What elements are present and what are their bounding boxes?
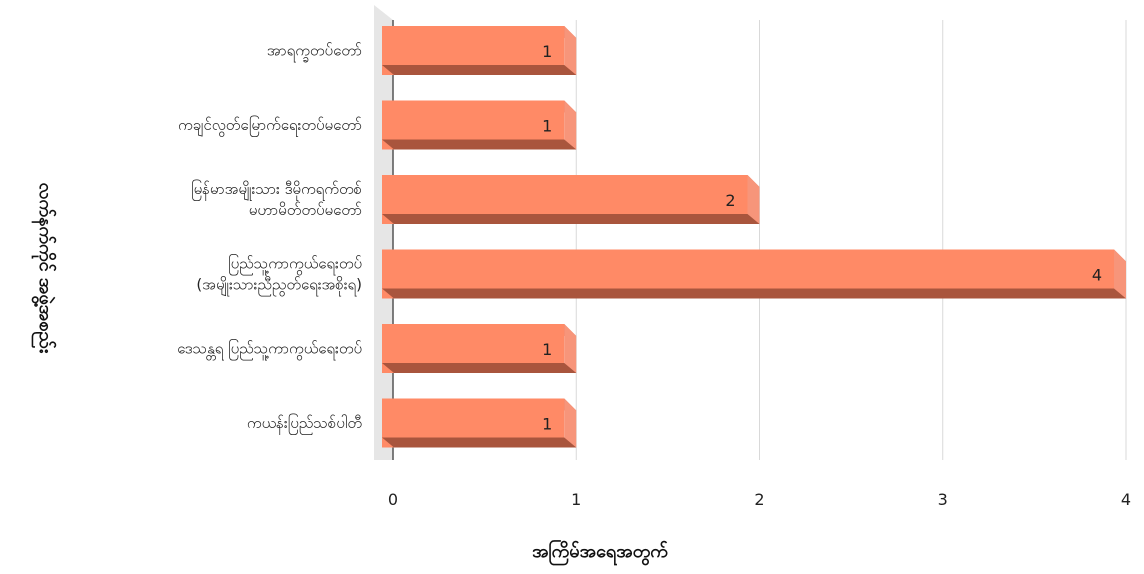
x-tick-label: 1: [571, 490, 581, 509]
data-label: 1: [542, 340, 552, 359]
bar-bottom-face: [382, 214, 760, 224]
bar-bottom-face: [382, 288, 1126, 299]
data-label: 1: [542, 117, 552, 136]
x-tick-labels: 0 1 2 3 4: [388, 490, 1131, 509]
bar-end-face: [564, 324, 577, 373]
x-tick-label: 4: [1121, 490, 1131, 509]
bar: 1: [382, 26, 577, 75]
bar-end-face: [564, 26, 577, 75]
x-tick-label: 2: [754, 490, 764, 509]
category-label: ပြည်သူ့ကာကွယ်ရေးတပ်: [228, 254, 362, 276]
bars: 1 1 2 4 1 1: [382, 26, 1126, 448]
bar-bottom-face: [382, 65, 577, 75]
data-label: 2: [725, 191, 735, 210]
bar-end-face: [564, 100, 577, 150]
category-label: ဒေသန္တရ ပြည်သူ့ကာကွယ်ရေးတပ်: [177, 339, 362, 361]
bar: 1: [382, 324, 577, 373]
bar: 1: [382, 100, 577, 150]
x-tick-label: 3: [938, 490, 948, 509]
bar-bottom-face: [382, 437, 577, 448]
category-label: မဟာမိတ်တပ်မတော်: [249, 201, 362, 219]
bar-end-face: [1114, 249, 1126, 299]
bar-end-face: [747, 175, 760, 224]
x-axis-title: အကြိမ်အရေအတွက်: [532, 539, 668, 566]
gridlines: [392, 20, 1127, 460]
data-label: 1: [542, 42, 552, 61]
x-tick-label: 0: [388, 490, 398, 509]
bar-end-face: [564, 398, 577, 448]
category-labels: အာရက္ခတပ်တော်ကချင်လွတ်မြောက်ရေးတပ်မတော်မ…: [177, 42, 362, 436]
bar-bottom-face: [382, 139, 577, 150]
category-label: ကချင်လွတ်မြောက်ရေးတပ်မတော်: [178, 115, 362, 137]
bar: 4: [382, 249, 1126, 299]
category-label: (အမျိုးသားညီညွတ်ရေးအစိုးရ): [196, 276, 362, 297]
data-label: 4: [1092, 266, 1102, 285]
data-label: 1: [542, 415, 552, 434]
category-label: အာရက္ခတပ်တော်: [267, 42, 362, 63]
category-label: မြန်မာအမျိုးသား ဒီမိုကရက်တစ်: [191, 179, 362, 201]
category-label: ကယန်းပြည်သစ်ပါတီ: [247, 413, 362, 435]
bar-bottom-face: [382, 363, 577, 373]
bar: 2: [382, 175, 760, 224]
y-axis-title: လက်နက်ကိုင် အဖွဲ့အစည်း: [31, 183, 57, 354]
bar: 1: [382, 398, 577, 448]
